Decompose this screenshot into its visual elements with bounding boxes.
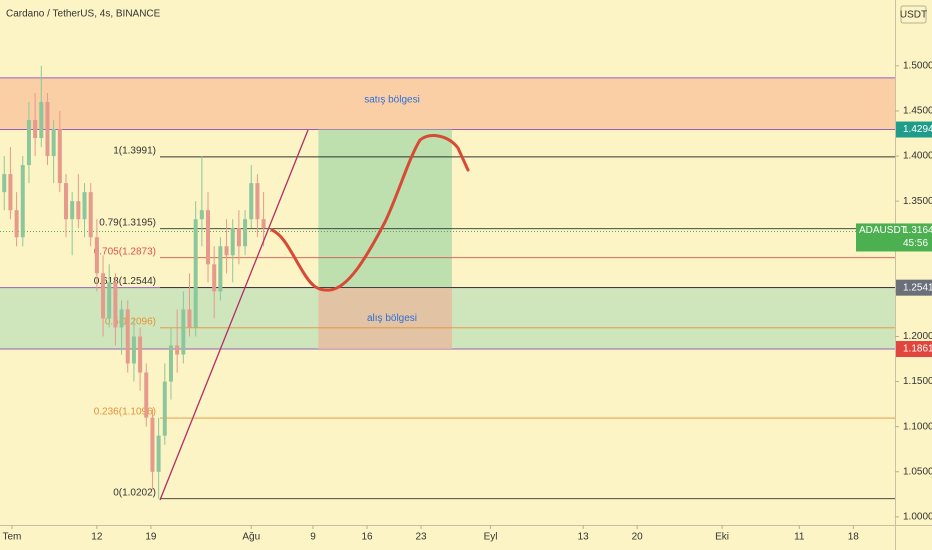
x-tick-label: 11 [794,532,805,543]
y-tick-label: 1.0000 [903,512,932,523]
candle-body [212,264,217,292]
x-tick-label: Tem [3,532,22,543]
zone-label: satış bölgesi [364,94,420,105]
candle-body [138,336,143,373]
candle-body [249,183,254,220]
y-tick-label: 1.3500 [903,196,932,207]
fib-label: 1(1.3991) [113,146,156,157]
candle-body [94,237,99,274]
candle-body [63,183,68,220]
stop-box [318,287,452,350]
candle-body [39,101,44,139]
candle-body [33,119,38,139]
candle-body [26,119,31,166]
x-tick-label: 18 [848,532,860,543]
y-tick-label: 1.2000 [903,331,932,342]
candle-body [70,201,75,220]
currency-label: USDT [900,10,927,21]
candle-body [150,417,155,472]
candle-body [156,435,161,472]
candle-body [243,219,248,247]
candle-body [206,210,211,265]
candle-body [175,345,180,355]
chart-title: Cardano / TetherUS, 4s, BINANCE [6,9,161,20]
candle-body [187,309,192,328]
x-tick-label: 20 [632,532,644,543]
fib-label: 0.5(1.2096) [105,316,156,327]
candle-body [168,345,173,382]
candle-body [131,336,136,364]
x-tick-label: 12 [91,532,103,543]
x-tick-label: 23 [416,532,428,543]
candle-body [51,128,56,157]
x-tick-label: Eyl [484,532,498,543]
countdown-label: 45:56 [903,238,928,249]
candle-body [113,282,118,328]
candle-body [261,219,266,229]
candle-body [181,309,186,355]
fib-label: 0.705(1.2873) [94,246,156,257]
price-tag-label: 1.1861 [903,344,932,355]
candle-body [119,309,124,328]
current-price-label: 1.3164 [903,225,932,236]
candle-body [230,228,235,256]
x-tick-label: 16 [361,532,373,543]
symbol-tag [856,223,932,252]
y-tick-label: 1.4000 [903,151,932,162]
x-tick-label: 9 [310,532,316,543]
x-tick-label: Ağu [242,532,260,543]
candle-body [45,101,50,157]
y-tick-label: 1.1500 [903,376,932,387]
candle-body [218,246,223,292]
fib-label: 0.236(1.1096) [94,407,156,418]
candle-body [162,381,167,436]
zone-label: alış bölgesi [367,313,417,324]
candle-body [88,192,93,238]
candle-body [199,210,204,220]
price-tag [896,341,932,358]
profit-box [318,129,452,288]
x-tick-label: 19 [145,532,157,543]
candle-body [144,372,149,418]
candle-body [57,128,62,184]
projection-curve [270,134,470,292]
x-tick-label: 13 [578,532,590,543]
y-tick-label: 1.4500 [903,106,932,117]
candle-body [76,201,81,220]
price-tag-label: 1.2541 [903,282,932,293]
candle-body [107,282,112,319]
currency-box [900,5,927,24]
fib-label: 0.79(1.3195) [99,217,156,228]
candle-body [125,309,130,364]
y-tick-label: 1.1000 [903,421,932,432]
candle-body [101,273,106,319]
price-tag [896,279,932,296]
trend-line [159,129,309,501]
candle-body [20,165,25,238]
candle-body [8,174,13,211]
candle-body [2,174,7,193]
y-tick-label: 1.0500 [903,466,932,477]
price-tag [896,121,932,138]
candle-body [224,246,229,256]
y-tick-label: 1.5000 [903,60,932,71]
candle-body [193,219,198,328]
symbol-label: ADAUSDT [859,225,907,236]
x-tick-label: Eki [715,532,729,543]
fib-label: 0(1.0202) [113,487,156,498]
price-tag-label: 1.4294 [903,124,932,135]
candle-body [236,228,241,247]
candle-body [255,183,260,220]
candle-body [82,192,87,220]
zone [0,77,895,130]
fib-label: 0.618(1.2544) [94,276,156,287]
candle-body [14,210,19,238]
